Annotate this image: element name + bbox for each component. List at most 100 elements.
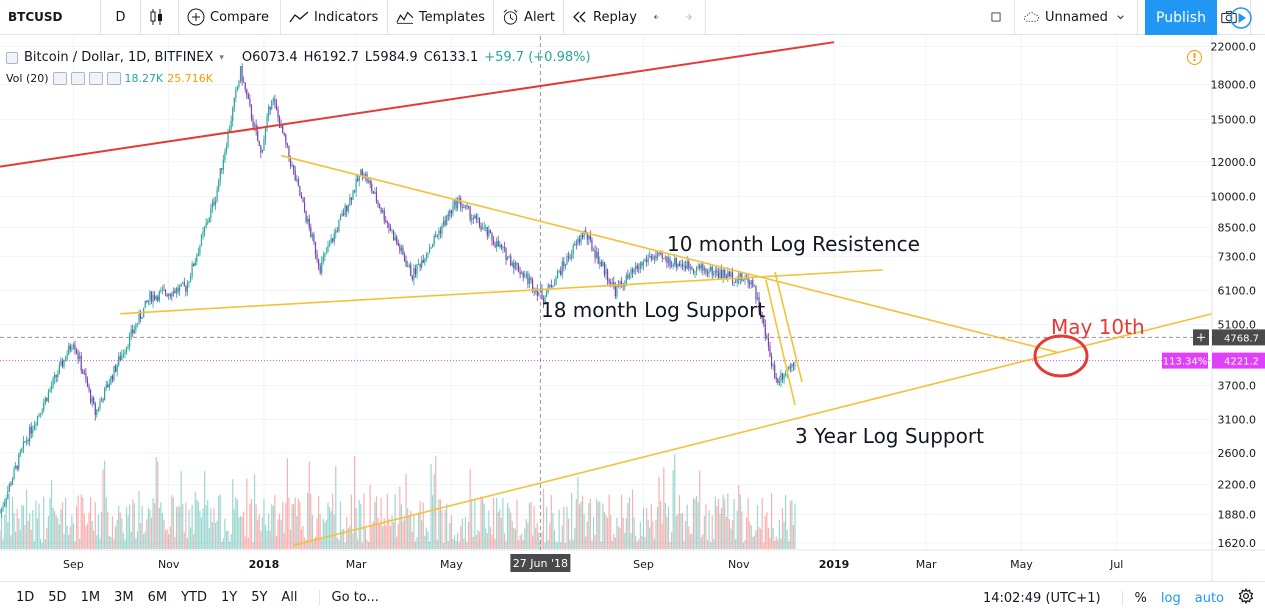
candle-body bbox=[293, 165, 295, 171]
volume-bar bbox=[114, 526, 117, 549]
volume-bar bbox=[742, 542, 745, 549]
undo-button[interactable] bbox=[646, 0, 674, 35]
range-1d[interactable]: 1D bbox=[16, 590, 35, 605]
candle-body bbox=[780, 373, 782, 382]
volume-bar bbox=[124, 539, 126, 549]
candle-body bbox=[466, 205, 468, 207]
volume-bar bbox=[460, 525, 462, 549]
price-chart[interactable]: 22000.0 18000.0 15000.0 12000.0 10000.0 8500.… bbox=[0, 36, 1265, 581]
auto-scale-toggle[interactable]: auto bbox=[1194, 590, 1224, 606]
log-scale-toggle[interactable]: log bbox=[1160, 590, 1181, 606]
candle-body bbox=[614, 286, 616, 297]
candle-body bbox=[99, 401, 101, 409]
volume-bar bbox=[36, 518, 39, 549]
alert-button[interactable]: Alert bbox=[494, 0, 564, 35]
candle-body bbox=[374, 192, 376, 194]
compare-button[interactable]: Compare bbox=[179, 0, 281, 35]
close-small-icon[interactable] bbox=[88, 72, 103, 85]
volume-bar bbox=[13, 512, 15, 549]
volume-bar bbox=[314, 536, 317, 549]
chart-type-button[interactable] bbox=[141, 0, 179, 35]
interval-button[interactable]: D bbox=[101, 0, 141, 35]
candle-body bbox=[788, 366, 790, 370]
candle-body bbox=[274, 98, 276, 104]
candle-body bbox=[389, 227, 392, 231]
range-1y[interactable]: 1Y bbox=[220, 590, 238, 605]
volume-bar bbox=[18, 518, 20, 549]
volume-bar bbox=[219, 494, 221, 549]
candle-body bbox=[233, 97, 235, 108]
percent-scale-toggle[interactable]: % bbox=[1121, 590, 1154, 606]
eye-icon[interactable] bbox=[52, 72, 67, 85]
candle-body bbox=[783, 375, 785, 380]
redo-button[interactable] bbox=[674, 0, 706, 35]
legend-low: L5984.9 bbox=[364, 50, 418, 65]
range-all[interactable]: All bbox=[281, 590, 298, 605]
candle-body bbox=[4, 502, 6, 507]
candle-body bbox=[560, 270, 562, 275]
candle-body bbox=[138, 313, 140, 324]
volume-bar bbox=[60, 509, 62, 549]
range-1m[interactable]: 1M bbox=[80, 590, 101, 605]
legend-dropdown-icon[interactable]: ▾ bbox=[219, 52, 224, 63]
volume-bar bbox=[269, 530, 271, 549]
templates-button[interactable]: Templates bbox=[388, 0, 494, 35]
range-ytd[interactable]: YTD bbox=[181, 590, 207, 605]
publish-play-button[interactable] bbox=[1222, 3, 1260, 32]
candle-body bbox=[18, 454, 20, 469]
candle-body bbox=[638, 268, 640, 270]
candle-body bbox=[130, 329, 132, 335]
goto-button[interactable]: Go to... bbox=[318, 590, 386, 605]
range-3m[interactable]: 3M bbox=[114, 590, 134, 605]
candle-body bbox=[588, 235, 590, 240]
candle-body bbox=[421, 260, 423, 268]
candle-body bbox=[741, 273, 743, 281]
chart-settings-button[interactable] bbox=[1231, 587, 1261, 608]
volume-bar bbox=[653, 538, 656, 549]
candle-body bbox=[611, 282, 613, 284]
gear-small-icon[interactable] bbox=[70, 72, 85, 85]
volume-bar bbox=[547, 540, 549, 549]
volume-bar bbox=[491, 534, 493, 549]
candle-body bbox=[636, 265, 638, 269]
volume-bar bbox=[477, 529, 479, 549]
volume-bar bbox=[513, 527, 515, 549]
symbol-search[interactable]: BTCUSD bbox=[0, 0, 101, 35]
fullscreen-box-button[interactable] bbox=[983, 0, 1015, 35]
candle-body bbox=[794, 365, 796, 367]
crosshair-date-badge bbox=[510, 554, 571, 572]
range-5y[interactable]: 5Y bbox=[251, 590, 268, 605]
indicators-button[interactable]: Indicators bbox=[281, 0, 388, 35]
volume-bar bbox=[253, 474, 256, 549]
candle-body bbox=[666, 256, 668, 264]
candle-body bbox=[268, 106, 270, 116]
volume-bar bbox=[261, 517, 263, 549]
candle-body bbox=[299, 185, 301, 196]
volume-bar bbox=[553, 530, 556, 549]
more-icon[interactable] bbox=[106, 72, 121, 85]
collapse-legend-icon[interactable] bbox=[6, 51, 18, 64]
candle-body bbox=[702, 264, 704, 271]
candle-body bbox=[764, 324, 766, 336]
volume-bar bbox=[578, 504, 581, 549]
candle-body bbox=[344, 205, 346, 216]
volume-bar bbox=[352, 532, 354, 549]
volume-bar bbox=[447, 540, 449, 549]
volume-bar bbox=[442, 542, 445, 549]
volume-bar bbox=[728, 519, 730, 549]
range-6m[interactable]: 6M bbox=[147, 590, 168, 605]
range-5d[interactable]: 5D bbox=[48, 590, 67, 605]
layout-selector[interactable]: Unnamed bbox=[1015, 0, 1138, 35]
replay-button[interactable]: Replay bbox=[564, 0, 646, 35]
candle-body bbox=[550, 284, 552, 288]
candle-body bbox=[605, 269, 607, 275]
candle-body bbox=[678, 263, 681, 266]
volume-bar bbox=[583, 514, 585, 549]
volume-bar bbox=[422, 502, 424, 549]
volume-bar bbox=[542, 488, 545, 549]
publish-button[interactable]: Publish bbox=[1145, 0, 1217, 35]
volume-bar bbox=[670, 532, 673, 549]
warning-icon[interactable]: ! bbox=[1187, 50, 1202, 65]
candle-body bbox=[388, 223, 390, 228]
volume-bar bbox=[566, 506, 568, 549]
